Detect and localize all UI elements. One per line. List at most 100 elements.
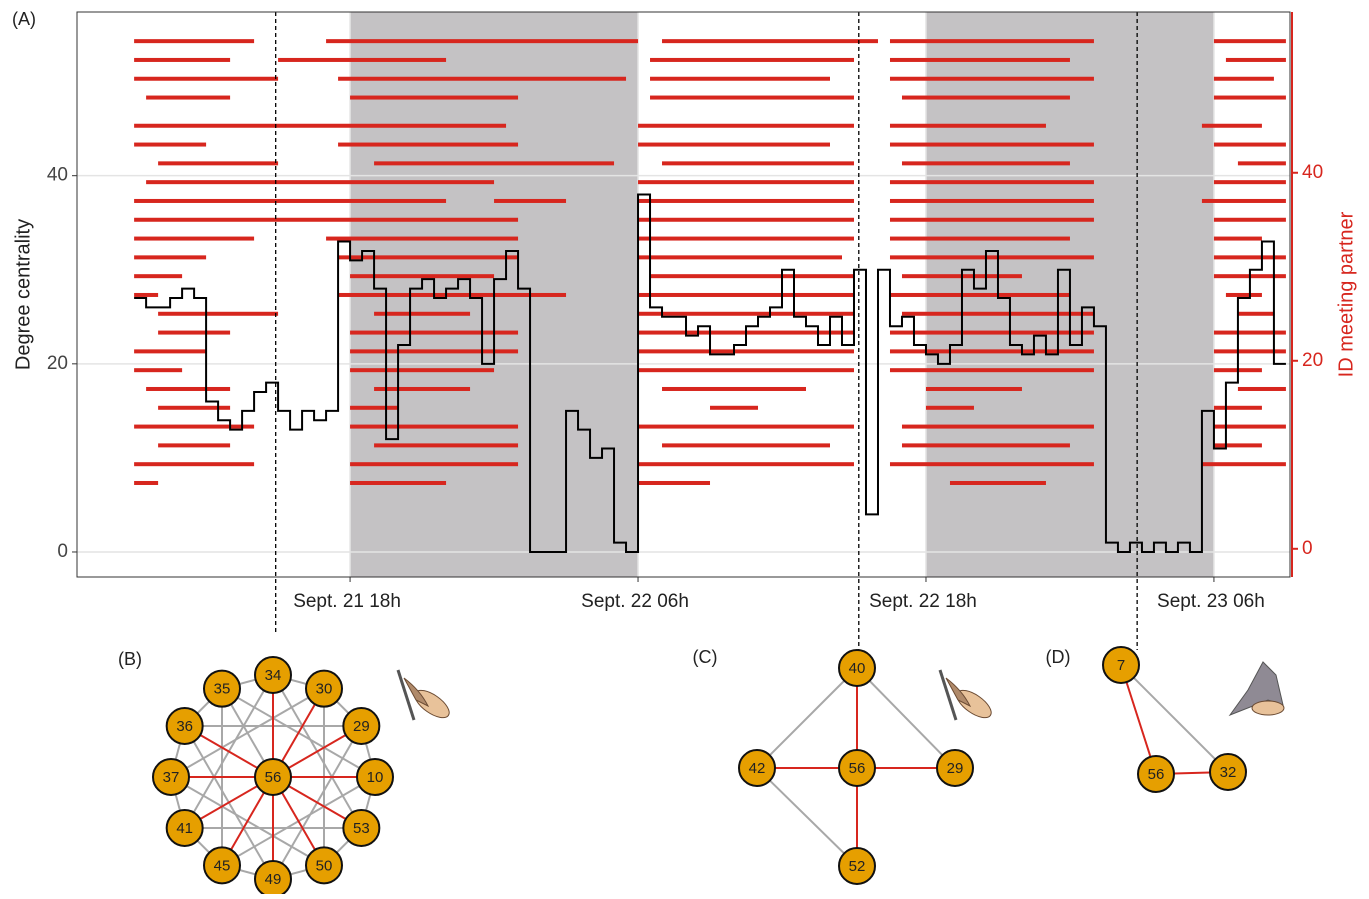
meeting-segment <box>494 199 566 203</box>
meeting-segment <box>1214 331 1286 335</box>
node-label: 34 <box>265 667 282 684</box>
meeting-segment <box>890 39 1094 43</box>
meeting-segment <box>638 312 854 316</box>
weak-edge <box>757 768 857 866</box>
meeting-segment <box>1238 387 1286 391</box>
node-label: 30 <box>316 681 333 698</box>
meeting-segment <box>650 58 854 62</box>
meeting-segment <box>158 406 230 410</box>
x-tick-label: Sept. 22 18h <box>869 591 977 612</box>
figure: 0204002040Sept. 21 18hSept. 22 06hSept. … <box>0 0 1369 894</box>
meeting-segment <box>890 218 1094 222</box>
meeting-segment <box>650 274 854 278</box>
meeting-segment <box>350 274 494 278</box>
meeting-segment <box>902 443 1070 447</box>
node-label: 10 <box>367 769 384 786</box>
meeting-segment <box>158 161 278 165</box>
meeting-segment <box>278 58 446 62</box>
meeting-segment <box>1238 312 1274 316</box>
meeting-segment <box>350 406 398 410</box>
meeting-segment <box>890 331 1094 335</box>
node-label: 41 <box>176 820 193 837</box>
node-label: 53 <box>353 820 370 837</box>
meeting-segment <box>638 199 854 203</box>
meeting-segment <box>662 161 854 165</box>
meeting-segment <box>158 312 278 316</box>
meeting-segment <box>374 443 518 447</box>
meeting-segment <box>1214 406 1262 410</box>
meeting-segment <box>326 39 638 43</box>
meeting-segment <box>1202 462 1286 466</box>
meeting-segment <box>650 96 854 100</box>
meeting-segment <box>374 387 470 391</box>
meeting-segment <box>134 199 446 203</box>
meeting-segment <box>890 462 1094 466</box>
meeting-segment <box>134 349 206 353</box>
x-tick-label: Sept. 21 18h <box>293 591 401 612</box>
meeting-segment <box>890 77 1094 81</box>
bat-icon <box>1230 662 1284 715</box>
meeting-segment <box>1214 443 1262 447</box>
meeting-segment <box>890 143 1094 147</box>
node-label: 7 <box>1117 657 1125 674</box>
meeting-segment <box>902 312 1094 316</box>
node-label: 49 <box>265 871 282 888</box>
meeting-segment <box>146 96 230 100</box>
meeting-segment <box>134 237 254 241</box>
node-label: 35 <box>214 681 231 698</box>
meeting-segment <box>350 96 518 100</box>
meeting-segment <box>1214 143 1286 147</box>
node-label: 40 <box>849 660 866 677</box>
y-axis-title: Degree centrality <box>12 219 34 370</box>
y2-tick-label: 40 <box>1302 162 1323 183</box>
node-label: 37 <box>163 769 180 786</box>
meeting-segment <box>374 312 470 316</box>
meeting-segment <box>134 143 206 147</box>
x-tick-label: Sept. 23 06h <box>1157 591 1265 612</box>
meeting-segment <box>134 462 254 466</box>
meeting-segment <box>926 387 1022 391</box>
node-label: 32 <box>1220 764 1237 781</box>
meeting-segment <box>1214 180 1286 184</box>
meeting-segment <box>338 293 566 297</box>
meeting-segment <box>1238 161 1286 165</box>
meeting-segment <box>638 293 854 297</box>
y2-tick-label: 20 <box>1302 350 1323 371</box>
meeting-segment <box>890 293 1070 297</box>
meeting-segment <box>158 331 230 335</box>
bat-icon <box>398 670 454 723</box>
meeting-segment <box>350 349 518 353</box>
meeting-segment <box>638 180 854 184</box>
meeting-segment <box>950 481 1046 485</box>
meeting-segment <box>350 425 518 429</box>
meeting-segment <box>1214 77 1274 81</box>
y-tick-label: 0 <box>57 541 68 562</box>
meeting-segment <box>1214 255 1286 259</box>
meeting-segment <box>890 199 1094 203</box>
meeting-segment <box>134 39 254 43</box>
panel-label: (D) <box>1046 647 1071 667</box>
meeting-segment <box>146 387 230 391</box>
node-label: 50 <box>316 857 333 874</box>
meeting-segment <box>662 387 806 391</box>
meeting-segment <box>890 58 1070 62</box>
meeting-segment <box>638 124 854 128</box>
meeting-segment <box>374 161 614 165</box>
meeting-segment <box>338 255 518 259</box>
node-label: 56 <box>1148 766 1165 783</box>
meeting-segment <box>338 143 518 147</box>
meeting-segment <box>638 462 854 466</box>
meeting-segment <box>890 255 1094 259</box>
meeting-segment <box>134 425 254 429</box>
meeting-segment <box>638 481 710 485</box>
meeting-segment <box>350 331 518 335</box>
meeting-segment <box>1226 58 1286 62</box>
node-label: 56 <box>849 760 866 777</box>
panel-label: (B) <box>118 649 142 669</box>
y-tick-label: 40 <box>47 165 68 186</box>
meeting-segment <box>1214 96 1286 100</box>
meeting-segment <box>638 218 854 222</box>
meeting-segment <box>134 255 206 259</box>
weak-edge <box>1121 665 1228 772</box>
node-label: 56 <box>265 769 282 786</box>
